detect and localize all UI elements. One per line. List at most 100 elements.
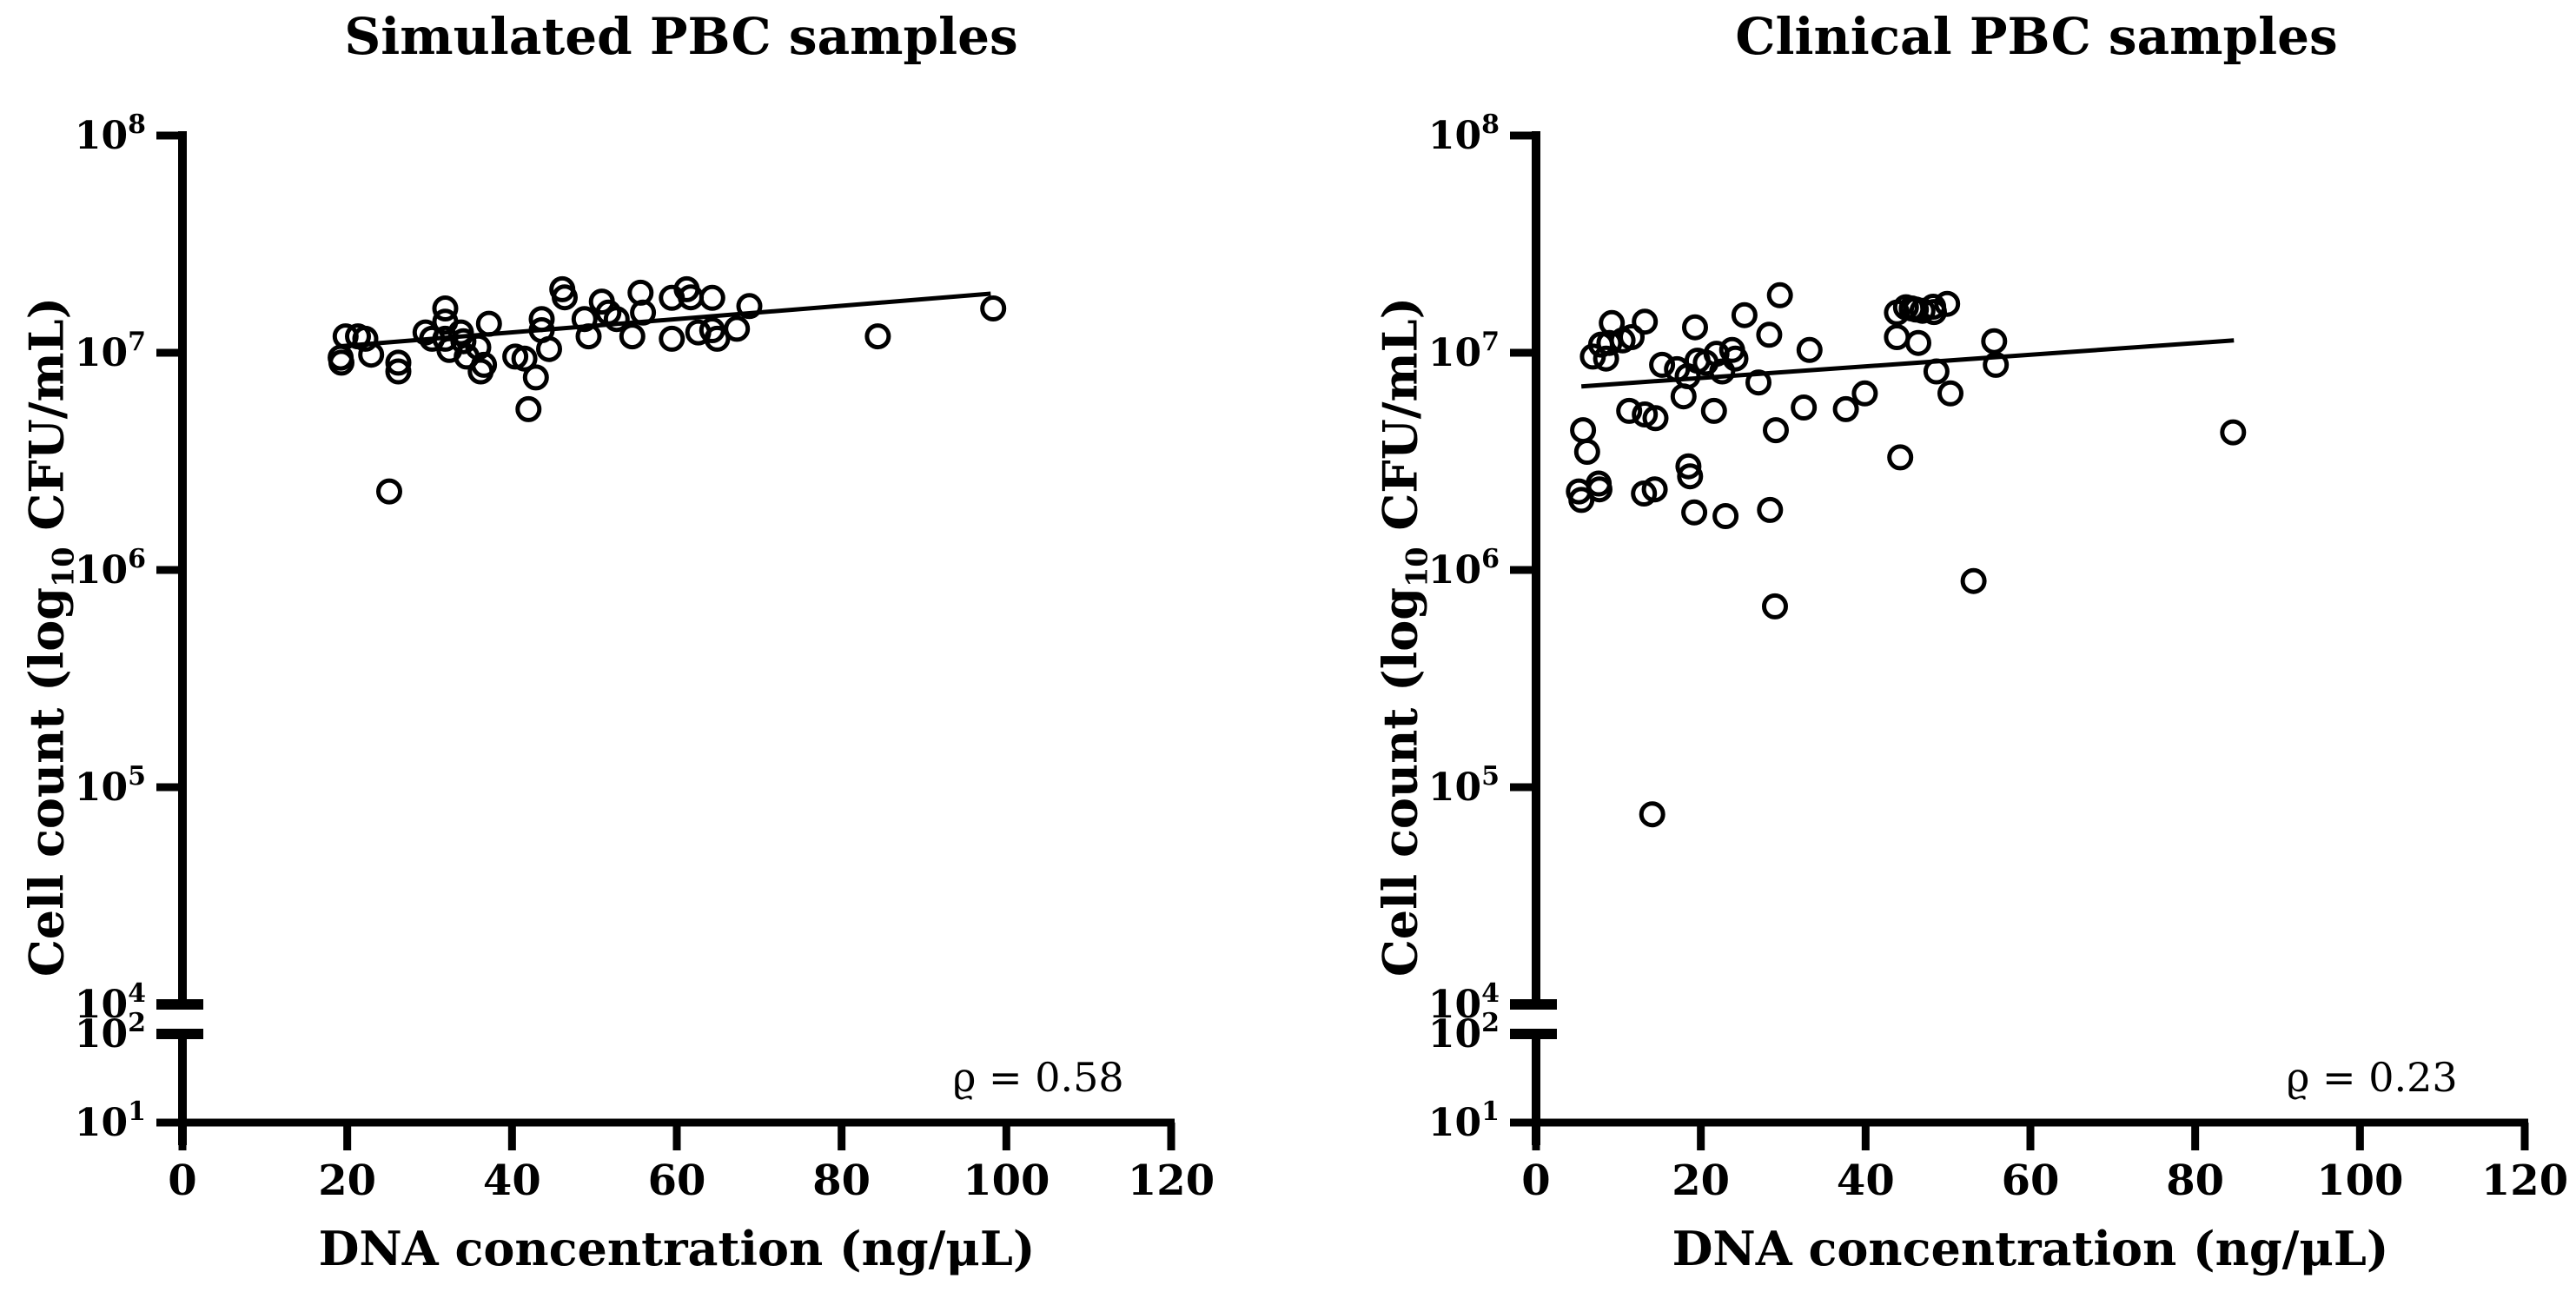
right-y-axis-label-post: CFU/mL) xyxy=(1372,296,1428,547)
left-x-axis-label: DNA concentration (ng/μL) xyxy=(318,1221,1036,1276)
data-point-marker xyxy=(1709,358,1736,385)
x-tick-label: 0 xyxy=(1521,1156,1550,1205)
x-tick-label: 100 xyxy=(2316,1156,2403,1205)
data-point-marker xyxy=(432,295,459,321)
data-point-marker xyxy=(1616,397,1643,424)
data-point-marker xyxy=(980,295,1007,321)
data-point-marker xyxy=(1722,345,1749,372)
data-point-marker xyxy=(864,323,891,350)
y-tick-label: 105 xyxy=(1428,761,1500,810)
data-point-marker xyxy=(467,358,494,385)
data-point-marker xyxy=(1632,308,1659,335)
left-y-axis-label: Cell count (log10 CFU/mL) xyxy=(19,297,81,977)
trend-line xyxy=(1580,338,2235,389)
y-tick-label: 102 xyxy=(75,1008,146,1057)
data-point-marker xyxy=(1887,444,1914,471)
data-point-marker xyxy=(1745,369,1771,396)
left-panel-title: Simulated PBC samples xyxy=(344,7,1018,66)
data-point-marker xyxy=(1649,351,1676,378)
x-tick-label: 20 xyxy=(1672,1156,1730,1205)
data-point-marker xyxy=(536,335,562,362)
left-y-axis-label-sub: 10 xyxy=(46,547,81,587)
data-point-marker xyxy=(1757,496,1784,523)
right-x-axis-label: DNA concentration (ng/μL) xyxy=(1672,1221,2389,1276)
left-y-axis-label-post: CFU/mL) xyxy=(18,296,75,547)
y-tick-label: 107 xyxy=(75,327,146,375)
y-tick-label: 102 xyxy=(1428,1008,1500,1057)
data-point-marker xyxy=(1851,380,1878,407)
y-tick-label: 106 xyxy=(75,544,146,593)
right-y-axis-label: Cell count (log10 CFU/mL) xyxy=(1373,297,1434,977)
data-point-marker xyxy=(522,364,549,391)
y-tick-label: 101 xyxy=(75,1097,146,1145)
data-point-marker xyxy=(1921,299,1947,326)
data-point-marker xyxy=(352,325,379,352)
y-tick-label: 108 xyxy=(1428,109,1500,158)
data-point-marker xyxy=(603,306,630,333)
data-point-marker xyxy=(376,478,402,505)
data-point-marker xyxy=(1641,476,1668,503)
data-point-marker xyxy=(1937,380,1963,407)
data-point-marker xyxy=(1670,383,1697,410)
data-point-marker xyxy=(1766,282,1793,308)
data-point-marker xyxy=(385,349,412,376)
data-point-marker xyxy=(699,284,725,311)
data-point-marker xyxy=(736,293,763,320)
data-point-marker xyxy=(1573,439,1600,465)
x-tick-label: 0 xyxy=(168,1156,196,1205)
data-point-marker xyxy=(1832,395,1859,422)
data-point-marker xyxy=(724,315,751,342)
data-point-marker xyxy=(1570,417,1597,444)
data-point-marker xyxy=(571,306,598,333)
x-tick-label: 60 xyxy=(648,1156,706,1205)
data-point-marker xyxy=(1619,324,1645,350)
data-point-marker xyxy=(1675,453,1702,480)
data-point-marker xyxy=(450,328,477,354)
data-point-marker xyxy=(1642,405,1669,432)
data-point-marker xyxy=(699,317,725,343)
data-point-marker xyxy=(1934,290,1961,317)
data-point-marker xyxy=(1905,329,1931,356)
data-point-marker xyxy=(1731,301,1758,328)
data-point-marker xyxy=(1700,397,1727,424)
data-point-marker xyxy=(619,323,646,350)
data-point-marker xyxy=(1884,324,1910,350)
y-tick-label: 108 xyxy=(75,109,146,158)
y-tick-label: 101 xyxy=(1428,1097,1500,1145)
x-tick-label: 60 xyxy=(2002,1156,2060,1205)
data-point-marker xyxy=(385,358,412,385)
data-point-marker xyxy=(1682,314,1708,341)
data-point-marker xyxy=(1983,351,2010,378)
y-tick-label: 106 xyxy=(1428,544,1500,593)
x-tick-label: 20 xyxy=(318,1156,376,1205)
y-tick-label: 107 xyxy=(1428,327,1500,375)
data-point-marker xyxy=(1960,567,1987,594)
x-tick-label: 80 xyxy=(2166,1156,2224,1205)
data-point-marker xyxy=(1593,345,1619,372)
data-point-marker xyxy=(1756,321,1783,348)
data-point-marker xyxy=(1677,463,1704,490)
data-point-marker xyxy=(1681,499,1708,526)
data-point-marker xyxy=(1762,593,1788,619)
data-point-marker xyxy=(511,345,538,372)
x-tick-label: 120 xyxy=(2481,1156,2568,1205)
data-point-marker xyxy=(2220,419,2247,446)
left-correlation-annotation: ϱ = 0.58 xyxy=(952,1054,1124,1101)
left-y-axis-label-pre: Cell count (log xyxy=(18,587,75,977)
data-point-marker xyxy=(552,284,578,311)
y-tick-label: 105 xyxy=(75,761,146,810)
data-point-marker xyxy=(1579,343,1606,370)
data-point-marker xyxy=(659,325,685,352)
data-point-marker xyxy=(1791,394,1818,421)
data-point-marker xyxy=(1763,417,1789,444)
trend-line xyxy=(338,291,991,349)
right-correlation-annotation: ϱ = 0.23 xyxy=(2286,1054,2458,1101)
x-tick-label: 80 xyxy=(812,1156,871,1205)
data-point-marker xyxy=(1639,801,1665,828)
data-point-marker xyxy=(1586,476,1612,503)
data-point-marker xyxy=(515,395,542,422)
data-point-marker xyxy=(1981,328,2008,354)
x-tick-label: 100 xyxy=(963,1156,1050,1205)
